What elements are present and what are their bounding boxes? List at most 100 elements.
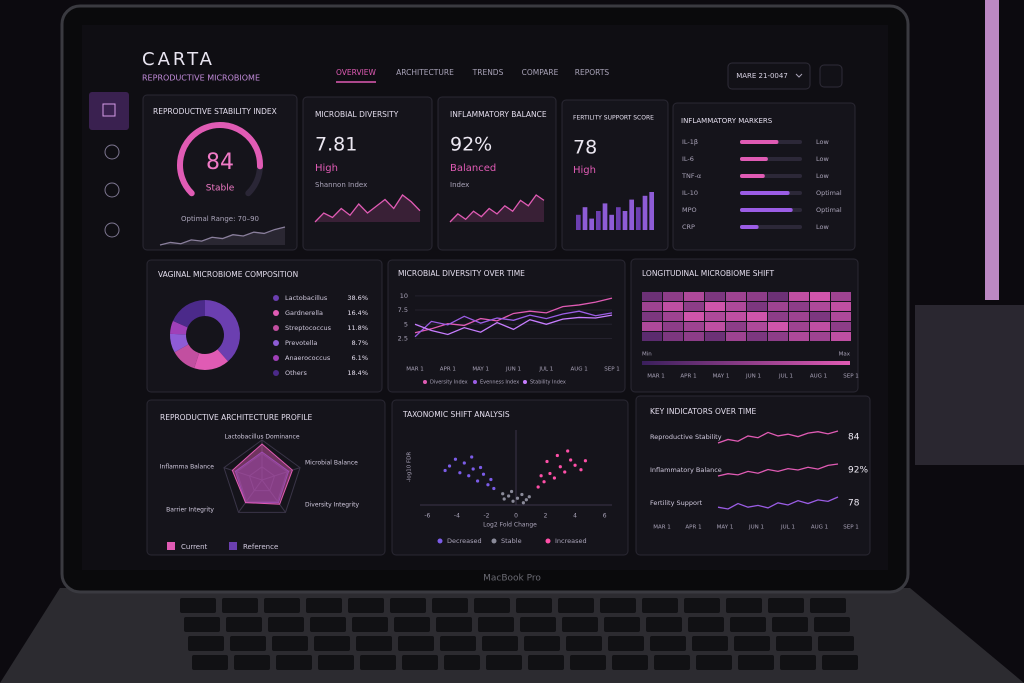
point (492, 486, 496, 491)
patient-select[interactable] (727, 62, 811, 90)
patient-id[interactable]: MARE 21-0047 (736, 72, 788, 80)
kpi-value: 92% (450, 134, 492, 156)
nav-link[interactable]: COMPARE (522, 68, 559, 77)
light-strip (985, 0, 999, 300)
key (486, 655, 522, 670)
sparkline (717, 496, 839, 510)
key (356, 636, 392, 651)
card-title: REPRODUCTIVE ARCHITECTURE PROFILE (160, 413, 312, 422)
heat-cell (726, 312, 746, 321)
point (489, 477, 493, 482)
key (440, 636, 476, 651)
kpi-value: 78 (573, 137, 597, 159)
marker-status: Optimal (816, 189, 842, 197)
nav-link[interactable]: REPORTS (575, 68, 610, 77)
sidebar-active[interactable] (89, 92, 129, 130)
bar (629, 199, 634, 230)
point (555, 453, 559, 458)
key (516, 598, 552, 613)
point (515, 496, 520, 500)
legend-label: Prevotella (285, 339, 317, 347)
key (180, 598, 216, 613)
heat-cell (831, 312, 851, 321)
heat-cell (789, 322, 809, 331)
bar (582, 207, 588, 230)
marker-status: Low (816, 155, 829, 163)
bar (596, 211, 601, 230)
legend-label: Diversity Index (430, 380, 468, 386)
x-tick-label: MAR 1 (647, 374, 665, 380)
indicator-name: Fertility Support (650, 499, 703, 507)
key (604, 617, 640, 632)
x-axis-label: Log2 Fold Change (483, 522, 537, 529)
marker-bar (740, 174, 765, 178)
heat-cell (663, 302, 683, 311)
point (507, 494, 511, 498)
nav-link[interactable]: ARCHITECTURE (396, 68, 454, 77)
point (470, 455, 474, 459)
radar-ring (248, 466, 276, 492)
key (276, 655, 312, 670)
point (511, 499, 515, 503)
axis-label: Microbial Balance (305, 460, 358, 467)
card-title: VAGINAL MICROBIOME COMPOSITION (158, 270, 298, 279)
bar (609, 214, 614, 230)
x-tick-label: MAY 1 (717, 525, 734, 531)
x-tick-label: -6 (424, 513, 430, 520)
marker-name: IL-6 (682, 155, 694, 163)
legend-swatch (167, 542, 175, 550)
key (612, 655, 648, 670)
value-label: 38.6% (347, 294, 368, 302)
heat-cell (789, 292, 809, 301)
heat-cell (684, 332, 704, 341)
bar (649, 192, 654, 230)
card-title: FERTILITY SUPPORT SCORE (573, 115, 654, 122)
icon-trends[interactable] (104, 144, 120, 160)
key (810, 598, 846, 613)
x-tick-label: MAR 1 (406, 367, 424, 373)
y-tick-label: 2.5 (398, 334, 408, 342)
x-tick-label: APR 1 (440, 367, 456, 373)
bar (636, 207, 641, 230)
heat-cell (831, 332, 851, 341)
heat-cell (831, 322, 851, 331)
key (318, 655, 354, 670)
sparkline (717, 463, 839, 477)
menu-button[interactable] (819, 64, 843, 88)
point (447, 464, 452, 468)
marker-bar (740, 140, 779, 144)
heat-cell (810, 332, 830, 341)
icon-reports[interactable] (104, 182, 120, 198)
card (146, 399, 386, 556)
card (437, 96, 557, 251)
key (226, 617, 262, 632)
axis-label: Inflamma Balance (160, 464, 215, 471)
point (566, 449, 570, 453)
key (402, 655, 438, 670)
heat-cell (684, 312, 704, 321)
heat-cell (789, 332, 809, 341)
key (436, 617, 472, 632)
point (520, 492, 524, 497)
x-tick-label: 6 (603, 513, 607, 520)
point (502, 497, 506, 501)
legend-label: Anaerococcus (285, 354, 331, 362)
key (684, 598, 720, 613)
key (272, 636, 308, 651)
legend-dot (545, 538, 551, 544)
axis-label: Diversity Integrity (305, 502, 360, 509)
point (509, 489, 514, 494)
marker-bar (740, 157, 768, 161)
heat-cell (789, 302, 809, 311)
key (352, 617, 388, 632)
key (818, 636, 854, 651)
indicator-value: 92% (848, 466, 868, 476)
nav-link[interactable]: TRENDS (472, 68, 504, 77)
heat-cell (831, 302, 851, 311)
icon-settings[interactable] (104, 222, 120, 238)
key (734, 636, 770, 651)
card (302, 96, 433, 251)
key (310, 617, 346, 632)
nav-link[interactable]: OVERVIEW (336, 68, 377, 77)
heat-cell (768, 292, 788, 301)
